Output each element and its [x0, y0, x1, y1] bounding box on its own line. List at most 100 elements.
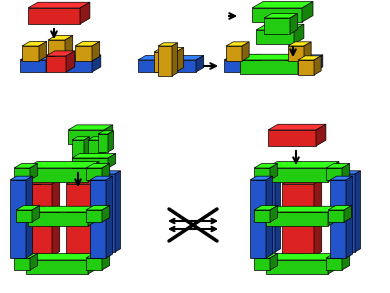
Polygon shape [330, 180, 346, 258]
Polygon shape [346, 176, 353, 258]
Polygon shape [328, 206, 338, 226]
Polygon shape [86, 210, 102, 222]
Polygon shape [26, 180, 60, 184]
Polygon shape [288, 42, 311, 46]
Polygon shape [26, 260, 88, 274]
Polygon shape [86, 253, 110, 258]
Polygon shape [115, 171, 121, 252]
Polygon shape [256, 30, 294, 44]
Polygon shape [32, 205, 40, 222]
Polygon shape [88, 162, 99, 182]
Polygon shape [275, 171, 280, 252]
Polygon shape [328, 205, 352, 210]
Polygon shape [154, 52, 176, 72]
Polygon shape [158, 46, 172, 76]
Polygon shape [39, 42, 47, 61]
Polygon shape [16, 205, 40, 210]
Polygon shape [14, 163, 38, 168]
Polygon shape [21, 174, 35, 252]
Polygon shape [264, 13, 298, 18]
Polygon shape [68, 130, 104, 144]
Polygon shape [261, 171, 280, 174]
Polygon shape [304, 42, 311, 61]
Polygon shape [88, 254, 99, 274]
Polygon shape [290, 13, 298, 34]
Polygon shape [48, 35, 73, 40]
Polygon shape [104, 125, 113, 144]
Polygon shape [266, 254, 339, 260]
Polygon shape [28, 2, 90, 8]
Polygon shape [101, 171, 121, 174]
Polygon shape [108, 154, 116, 168]
Polygon shape [261, 174, 275, 252]
Polygon shape [254, 210, 270, 222]
Polygon shape [174, 60, 196, 72]
Polygon shape [298, 56, 321, 60]
Polygon shape [28, 8, 80, 24]
Polygon shape [65, 35, 73, 55]
Polygon shape [266, 162, 339, 168]
Polygon shape [196, 55, 204, 72]
Polygon shape [30, 163, 38, 180]
Polygon shape [288, 46, 304, 61]
Polygon shape [254, 205, 278, 210]
Polygon shape [286, 55, 323, 60]
Polygon shape [298, 54, 308, 74]
Polygon shape [250, 176, 273, 180]
Polygon shape [86, 163, 110, 168]
Polygon shape [72, 158, 108, 168]
Polygon shape [250, 180, 266, 258]
Polygon shape [72, 137, 89, 140]
Polygon shape [282, 180, 322, 184]
Polygon shape [160, 55, 168, 72]
Polygon shape [252, 1, 313, 8]
Polygon shape [326, 253, 350, 258]
Polygon shape [138, 60, 160, 72]
Polygon shape [102, 163, 110, 180]
Polygon shape [101, 174, 115, 252]
Polygon shape [154, 47, 184, 52]
Polygon shape [100, 137, 106, 162]
Polygon shape [28, 206, 98, 212]
Polygon shape [226, 42, 249, 46]
Polygon shape [316, 124, 326, 146]
Polygon shape [266, 260, 328, 274]
Polygon shape [341, 174, 355, 252]
Polygon shape [138, 55, 168, 60]
Polygon shape [14, 253, 38, 258]
Polygon shape [66, 184, 92, 256]
Polygon shape [46, 56, 66, 72]
Polygon shape [22, 42, 47, 46]
Polygon shape [268, 130, 316, 146]
Polygon shape [330, 176, 353, 180]
Polygon shape [88, 137, 106, 140]
Polygon shape [46, 51, 75, 56]
Polygon shape [254, 258, 270, 270]
Polygon shape [14, 168, 30, 180]
Polygon shape [10, 180, 26, 258]
Polygon shape [80, 2, 90, 24]
Polygon shape [52, 180, 60, 256]
Polygon shape [328, 210, 344, 222]
Polygon shape [88, 206, 98, 226]
Polygon shape [172, 43, 177, 76]
Polygon shape [75, 46, 92, 61]
Polygon shape [98, 134, 108, 152]
Polygon shape [266, 176, 273, 258]
Polygon shape [84, 137, 89, 162]
Polygon shape [240, 60, 298, 74]
Polygon shape [26, 168, 88, 182]
Polygon shape [92, 55, 101, 72]
Polygon shape [328, 254, 339, 274]
Polygon shape [102, 253, 110, 270]
Polygon shape [68, 125, 113, 130]
Polygon shape [254, 168, 270, 180]
Polygon shape [90, 180, 106, 258]
Polygon shape [328, 162, 339, 182]
Polygon shape [282, 184, 314, 256]
Polygon shape [26, 176, 33, 258]
Polygon shape [92, 180, 100, 256]
Polygon shape [66, 51, 75, 72]
Polygon shape [342, 163, 350, 180]
Polygon shape [86, 168, 102, 180]
